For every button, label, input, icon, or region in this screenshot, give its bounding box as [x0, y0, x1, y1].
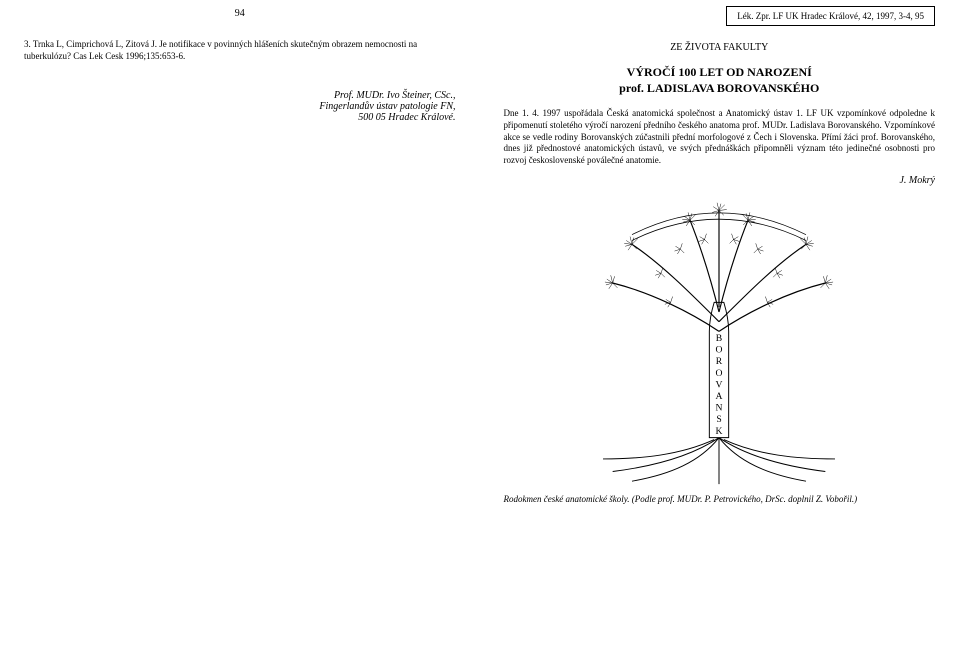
section-heading: ZE ŽIVOTA FAKULTY	[504, 42, 936, 53]
svg-text:A: A	[716, 391, 723, 402]
reference-entry: 3. Trnka L, Cimprichová L, Zitová J. Je …	[24, 39, 456, 62]
svg-text:B: B	[716, 333, 722, 344]
svg-text:V: V	[716, 379, 723, 390]
svg-text:O: O	[716, 344, 723, 355]
author-name: Prof. MUDr. Ivo Šteiner, CSc.,	[24, 90, 456, 101]
svg-text:K: K	[716, 425, 723, 436]
svg-text:S: S	[717, 414, 722, 425]
svg-text:R: R	[716, 356, 723, 367]
figure-caption: Rodokmen české anatomické školy. (Podle …	[504, 494, 936, 504]
svg-text:N: N	[716, 402, 723, 413]
tree-svg: B O R O V A N S K	[574, 196, 864, 486]
left-page: 94 3. Trnka L, Cimprichová L, Zitová J. …	[0, 0, 480, 656]
title-line-1: VÝROČÍ 100 LET OD NAROZENÍ	[504, 65, 936, 81]
article-body: Dne 1. 4. 1997 uspořádala Česká anatomic…	[504, 108, 936, 166]
svg-text:O: O	[716, 367, 723, 378]
author-block: Prof. MUDr. Ivo Šteiner, CSc., Fingerlan…	[24, 90, 456, 123]
author-city: 500 05 Hradec Králové.	[24, 112, 456, 123]
author-signature: J. Mokrý	[504, 175, 936, 186]
right-page: Lék. Zpr. LF UK Hradec Králové, 42, 1997…	[480, 0, 959, 656]
title-line-2: prof. LADISLAVA BOROVANSKÉHO	[504, 81, 936, 97]
page-number-left: 94	[24, 8, 456, 19]
tree-illustration: B O R O V A N S K	[504, 196, 936, 486]
article-title: VÝROČÍ 100 LET OD NAROZENÍ prof. LADISLA…	[504, 65, 936, 96]
author-affiliation: Fingerlandův ústav patologie FN,	[24, 101, 456, 112]
journal-reference-box: Lék. Zpr. LF UK Hradec Králové, 42, 1997…	[726, 6, 935, 26]
